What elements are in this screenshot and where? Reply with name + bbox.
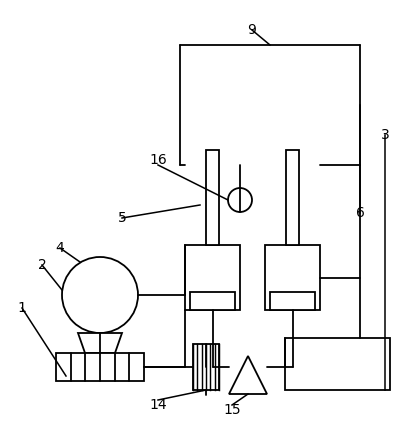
Text: 9: 9	[247, 23, 256, 37]
Bar	[285, 338, 390, 390]
Bar	[190, 292, 235, 310]
Bar	[270, 292, 315, 310]
Text: 15: 15	[223, 403, 241, 417]
Bar	[265, 245, 320, 310]
Text: 2: 2	[38, 258, 46, 272]
Text: 16: 16	[149, 153, 167, 167]
Polygon shape	[229, 356, 267, 394]
Text: 14: 14	[149, 398, 167, 412]
Text: 6: 6	[355, 206, 364, 220]
Text: 1: 1	[18, 301, 27, 315]
Text: 5: 5	[118, 211, 126, 225]
Polygon shape	[78, 333, 122, 353]
Bar	[206, 150, 219, 245]
Bar	[193, 344, 219, 390]
Bar	[185, 245, 240, 310]
Text: 4: 4	[56, 241, 64, 255]
Bar	[56, 353, 144, 381]
Text: 3: 3	[381, 128, 389, 142]
Bar	[286, 150, 299, 245]
Circle shape	[228, 188, 252, 212]
Circle shape	[62, 257, 138, 333]
